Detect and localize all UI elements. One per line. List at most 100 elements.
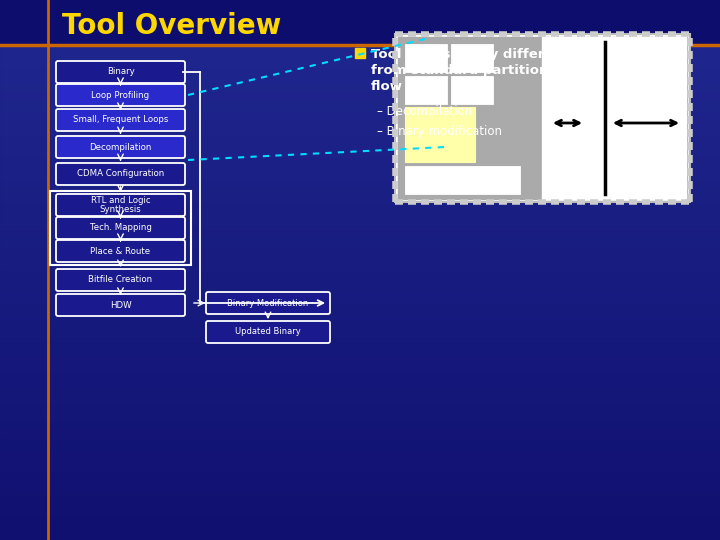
Bar <box>0 368 720 369</box>
Bar <box>0 333 720 334</box>
Text: Tool flow slightly different: Tool flow slightly different <box>371 48 569 61</box>
Bar <box>0 365 720 366</box>
Bar <box>0 204 720 205</box>
Bar <box>0 486 720 487</box>
Bar <box>0 262 720 263</box>
Bar <box>542 37 686 199</box>
Bar <box>0 15 720 16</box>
Bar <box>0 389 720 390</box>
Bar <box>0 116 720 117</box>
Bar <box>0 462 720 463</box>
Bar <box>0 179 720 180</box>
Bar <box>0 442 720 443</box>
Bar <box>0 223 720 224</box>
Bar <box>0 347 720 348</box>
Bar <box>0 248 720 249</box>
Bar <box>0 2 720 3</box>
Bar <box>0 441 720 442</box>
Bar <box>0 328 720 329</box>
Bar <box>0 236 720 237</box>
Bar <box>0 493 720 494</box>
Bar <box>0 125 720 126</box>
Bar <box>0 360 720 361</box>
Bar <box>0 326 720 327</box>
Bar <box>0 83 720 84</box>
Bar <box>0 3 720 4</box>
Bar <box>0 145 720 146</box>
Bar <box>0 457 720 458</box>
Bar <box>0 108 720 109</box>
Bar <box>0 359 720 360</box>
Bar <box>0 201 720 202</box>
Bar <box>0 95 720 96</box>
Bar <box>0 432 720 433</box>
Bar <box>0 473 720 474</box>
Bar <box>0 337 720 338</box>
Bar <box>0 290 720 291</box>
Bar <box>0 257 720 258</box>
Bar <box>0 20 720 21</box>
Bar <box>0 281 720 282</box>
Bar <box>0 445 720 446</box>
Bar <box>0 459 720 460</box>
Text: Binary: Binary <box>107 68 135 77</box>
Bar <box>0 531 720 532</box>
Bar <box>0 494 720 495</box>
Bar <box>0 349 720 350</box>
FancyBboxPatch shape <box>56 109 185 131</box>
Bar <box>0 279 720 280</box>
Bar <box>0 44 720 45</box>
Bar <box>0 87 720 88</box>
Bar <box>0 217 720 218</box>
Bar <box>0 77 720 78</box>
Bar <box>0 203 720 204</box>
Bar <box>0 465 720 466</box>
Bar <box>0 142 720 143</box>
Bar <box>0 515 720 516</box>
Bar <box>0 225 720 226</box>
Bar <box>0 291 720 292</box>
Bar <box>0 105 720 106</box>
Bar <box>0 271 720 272</box>
Text: RTL and Logic
Synthesis: RTL and Logic Synthesis <box>91 195 150 214</box>
Bar <box>355 48 365 58</box>
Bar <box>0 527 720 528</box>
Bar <box>0 391 720 392</box>
Bar <box>0 503 720 504</box>
Bar <box>0 25 720 26</box>
Bar <box>0 148 720 149</box>
Bar <box>0 523 720 524</box>
Bar <box>0 97 720 98</box>
Bar <box>0 386 720 387</box>
Bar <box>0 372 720 373</box>
Bar <box>0 268 720 269</box>
Bar <box>0 157 720 158</box>
Bar <box>0 419 720 420</box>
Bar <box>0 351 720 352</box>
Bar <box>0 397 720 398</box>
Bar <box>0 454 720 455</box>
Bar <box>0 247 720 248</box>
Bar <box>0 411 720 412</box>
Bar <box>0 154 720 155</box>
Bar <box>0 514 720 515</box>
Bar <box>0 374 720 375</box>
Bar <box>405 76 447 104</box>
Bar <box>0 240 720 241</box>
Bar <box>0 164 720 165</box>
Bar <box>0 197 720 198</box>
Bar <box>0 238 720 239</box>
Bar <box>0 21 720 22</box>
Bar <box>451 44 493 72</box>
Bar <box>0 27 720 28</box>
Bar <box>0 183 720 184</box>
Bar <box>0 198 720 199</box>
Bar <box>0 185 720 186</box>
Bar <box>0 152 720 153</box>
Bar <box>0 72 720 73</box>
Bar <box>0 81 720 82</box>
Bar <box>0 361 720 362</box>
Bar <box>0 151 720 152</box>
Bar <box>0 375 720 376</box>
Bar <box>0 120 720 121</box>
